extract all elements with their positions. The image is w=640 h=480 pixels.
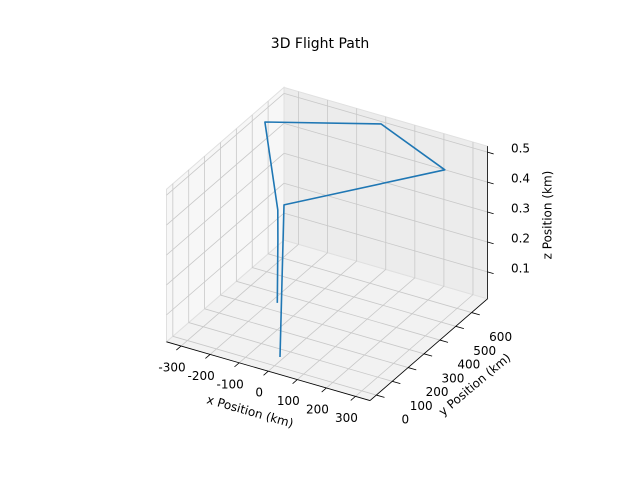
x-tick-label: -100 — [217, 377, 244, 391]
grid-line — [283, 93, 488, 153]
y-tick — [471, 312, 480, 316]
grid-line — [355, 294, 474, 397]
grid-line — [326, 285, 445, 389]
grid-line — [283, 182, 488, 243]
y-tick — [455, 325, 464, 330]
x-tick — [205, 354, 211, 359]
x-tick — [234, 362, 240, 368]
x-tick — [321, 387, 327, 393]
grid-line — [220, 294, 425, 355]
grid-line — [297, 277, 416, 380]
axis-line — [166, 341, 371, 401]
x-tick-label: 100 — [277, 394, 300, 408]
y-tick-label: 0 — [402, 413, 410, 427]
x-tick — [263, 370, 269, 376]
grid-line — [166, 182, 285, 286]
z-tick — [487, 151, 494, 155]
grid-line — [283, 122, 488, 183]
grid-line — [166, 123, 285, 226]
grid-line — [267, 269, 387, 372]
x-tick — [350, 396, 356, 401]
x-tick — [292, 379, 298, 384]
x-tick-label: 200 — [306, 402, 329, 416]
z-tick — [487, 271, 494, 275]
x-tick — [176, 345, 182, 351]
grid-line — [236, 280, 440, 341]
y-tick — [439, 339, 449, 343]
grid-line — [166, 212, 285, 316]
y-tick-label: 300 — [442, 371, 465, 385]
y-tick-label: 100 — [410, 399, 433, 413]
grid-line — [166, 93, 285, 196]
z-axis-label: z Position (km) — [541, 171, 555, 260]
flight-path — [264, 121, 446, 358]
y-tick-label: 400 — [457, 358, 480, 372]
y-tick-label: 600 — [489, 330, 512, 344]
grid-line — [188, 322, 393, 382]
chart-title: 3D Flight Path — [271, 36, 369, 52]
grid-line — [268, 253, 472, 313]
z-tick-label: 0.2 — [511, 231, 530, 245]
grid-line — [209, 252, 328, 355]
z-tick-label: 0.4 — [511, 172, 530, 186]
x-tick-label: -200 — [187, 369, 214, 383]
x-tick-label: -300 — [158, 361, 185, 375]
grid-line — [252, 267, 456, 327]
z-tick-label: 0.1 — [511, 261, 530, 275]
grid-line — [283, 212, 488, 273]
z-tick-label: 0.5 — [511, 142, 530, 156]
z-tick — [487, 181, 494, 185]
grid-line — [204, 308, 409, 368]
y-tick-label: 500 — [473, 344, 496, 358]
grid-line — [238, 260, 357, 364]
x-tick-label: 300 — [335, 411, 358, 425]
z-tick — [487, 241, 494, 245]
z-tick-label: 0.3 — [511, 202, 530, 216]
x-tick-label: 0 — [255, 386, 263, 400]
y-tick — [423, 353, 433, 357]
grid-line — [180, 243, 299, 347]
z-tick — [487, 211, 494, 215]
y-tick-label: 200 — [426, 385, 449, 399]
axis-line — [369, 298, 488, 401]
y-tick — [376, 394, 385, 398]
y-tick — [392, 380, 401, 385]
grid-line — [166, 152, 285, 256]
grid-line — [172, 335, 377, 396]
y-tick — [408, 367, 417, 371]
